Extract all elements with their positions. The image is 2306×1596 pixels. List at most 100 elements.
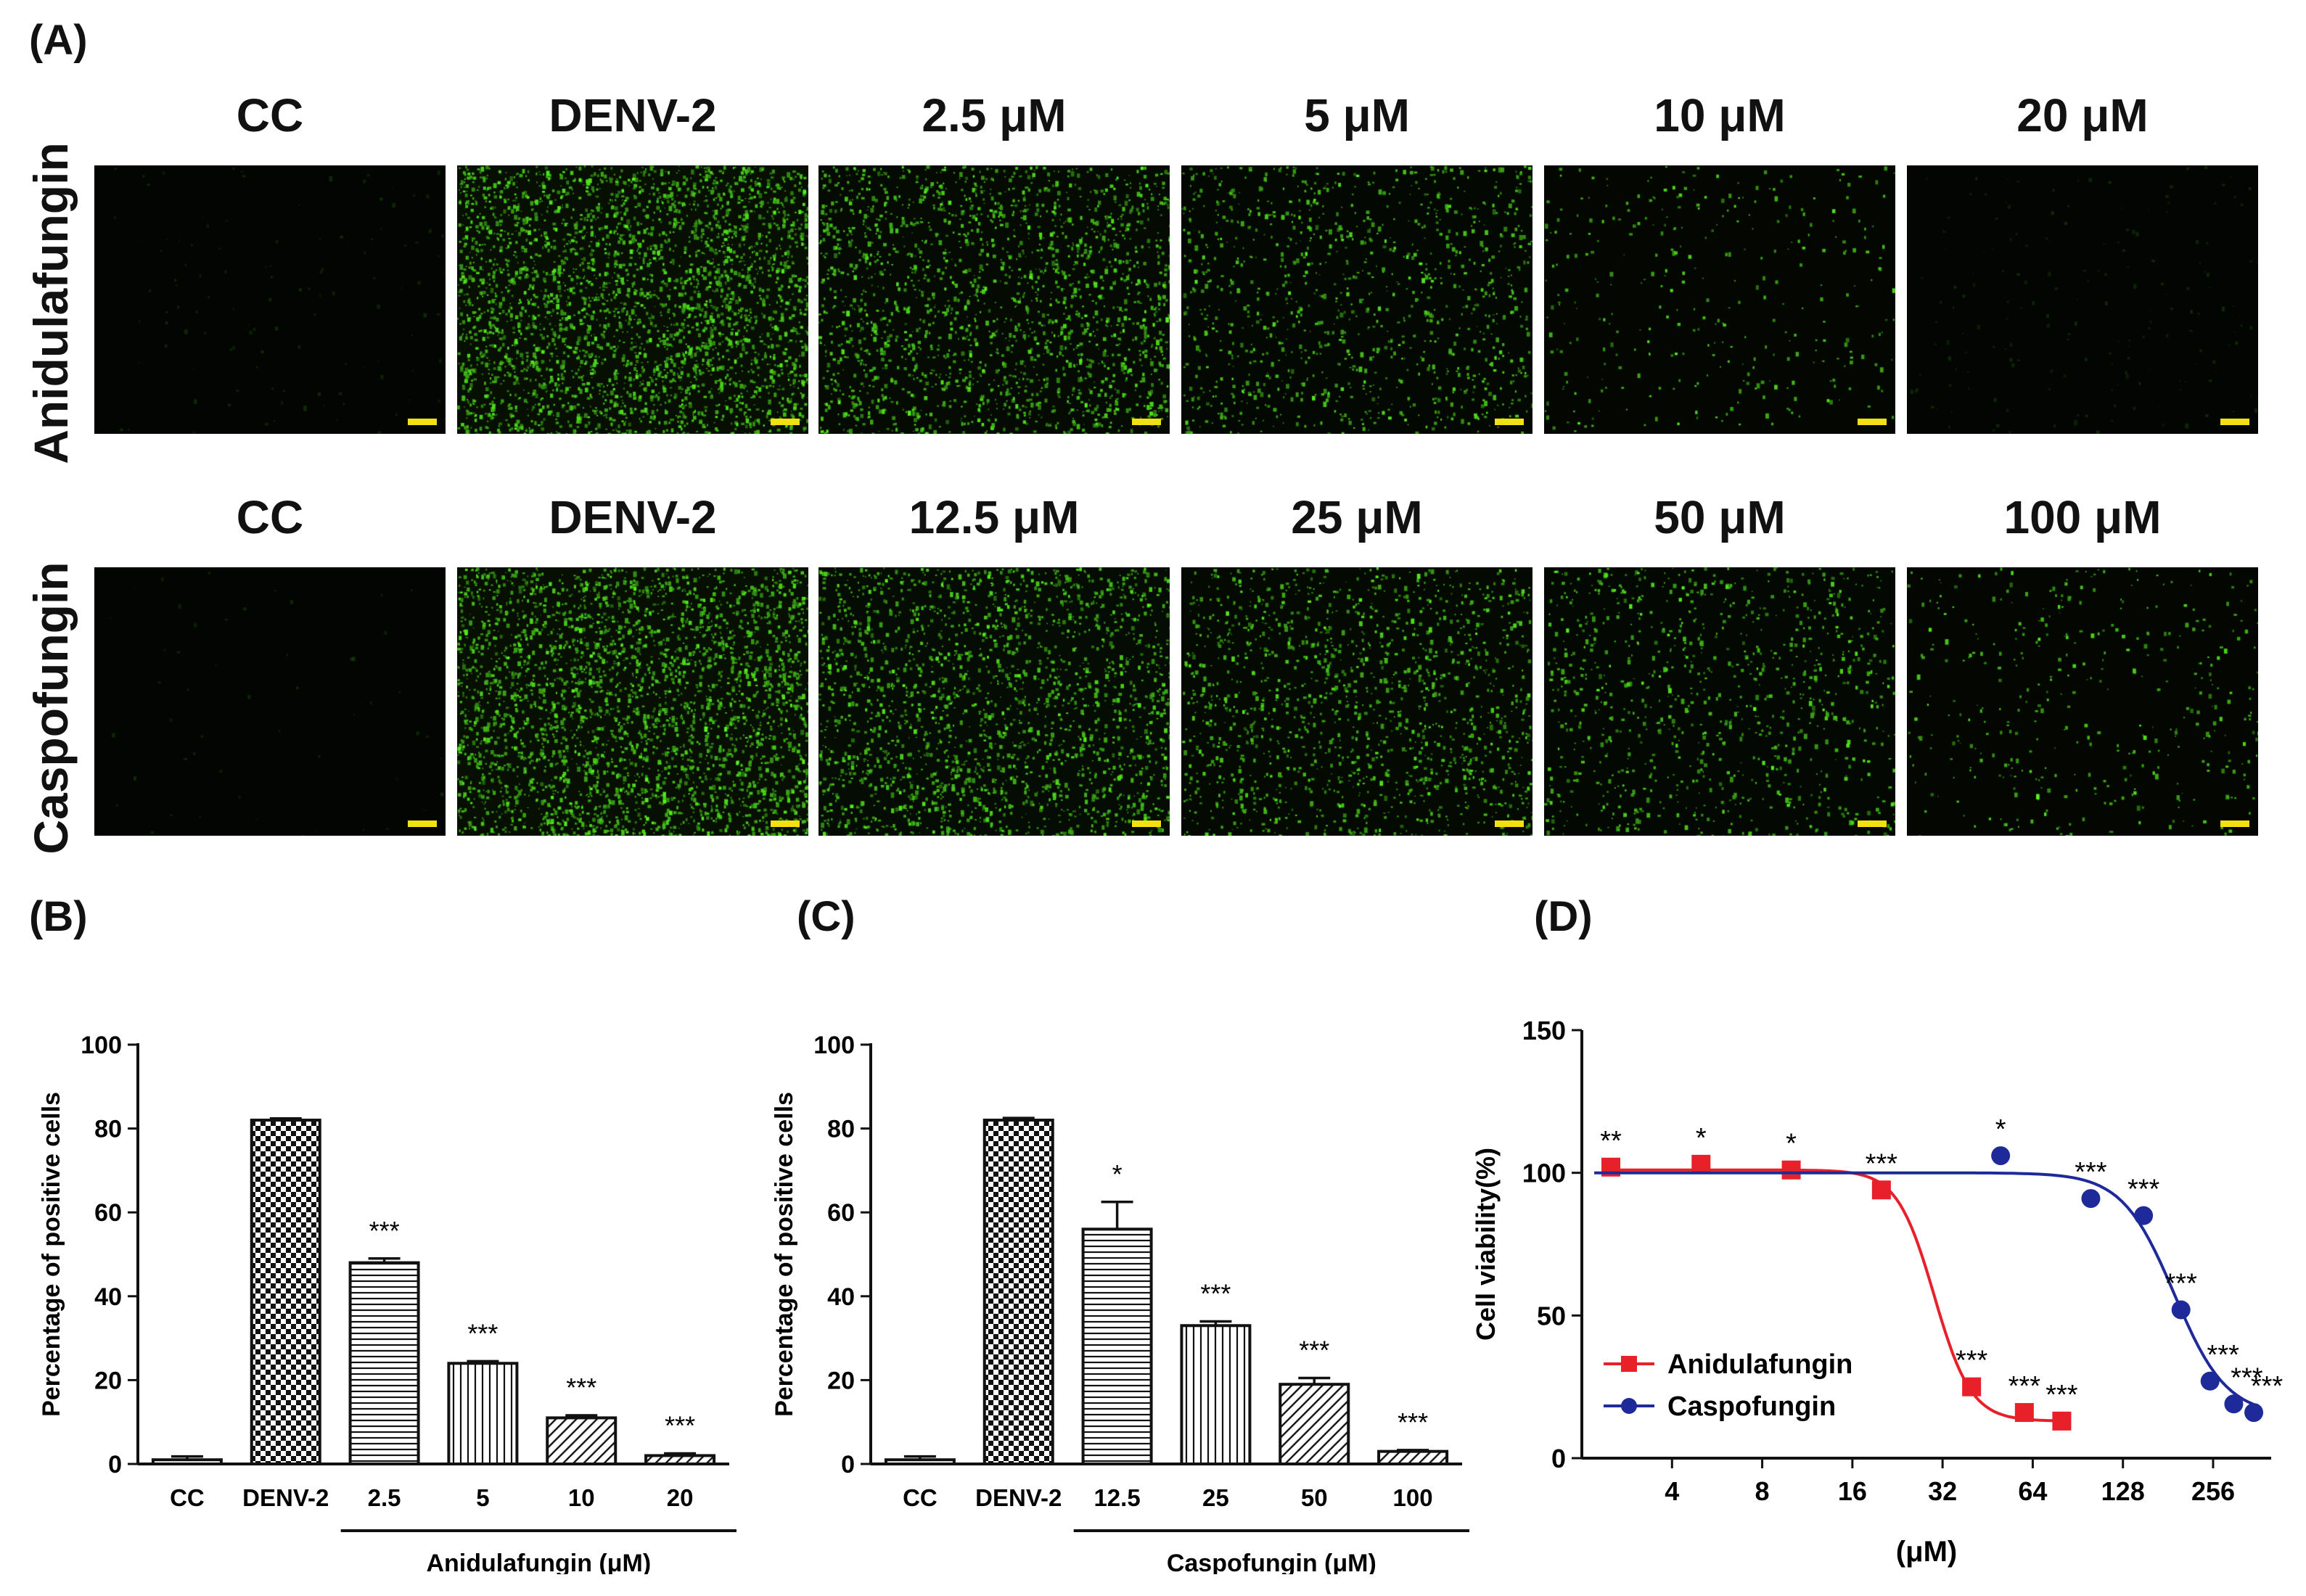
fluorescence-image xyxy=(1907,165,2258,434)
column-label: 10 μM xyxy=(1544,89,1895,142)
significance-label: *** xyxy=(665,1411,695,1441)
significance-label: *** xyxy=(1956,1346,1988,1376)
y-tick-label: 150 xyxy=(1522,1016,1566,1045)
column-label-unit: μM xyxy=(999,491,1080,543)
x-tick-label: 256 xyxy=(2191,1476,2235,1506)
data-point xyxy=(1781,1160,1801,1180)
group-label: Caspofungin (μM) xyxy=(1167,1550,1376,1574)
significance-label: *** xyxy=(2046,1380,2078,1410)
group-label: Anidulafungin (μM) xyxy=(426,1550,651,1574)
y-tick-label: 40 xyxy=(94,1283,122,1311)
column-label: DENV-2 xyxy=(457,490,808,544)
fluorescence-image xyxy=(94,567,446,836)
y-tick-label: 60 xyxy=(94,1199,122,1227)
x-tick-label: 12.5 xyxy=(1093,1484,1140,1511)
fluorescence-canvas xyxy=(457,567,808,836)
x-tick-label: 32 xyxy=(1928,1476,1957,1506)
scale-bar xyxy=(771,419,800,425)
data-point xyxy=(2081,1189,2101,1209)
column-label: CC xyxy=(94,490,446,544)
significance-label: *** xyxy=(2207,1340,2240,1370)
x-tick-label: 8 xyxy=(1755,1476,1770,1506)
legend-label: Caspofungin xyxy=(1667,1391,1836,1422)
fluorescence-image xyxy=(457,567,808,836)
fluorescence-image xyxy=(1181,567,1532,836)
significance-label: *** xyxy=(369,1216,400,1246)
column-label-text: CC xyxy=(236,89,304,141)
bar xyxy=(982,1119,1054,1465)
fluorescence-canvas xyxy=(457,165,808,434)
significance-label: *** xyxy=(2251,1371,2284,1402)
data-point xyxy=(2224,1394,2244,1414)
scale-bar xyxy=(1858,419,1887,425)
x-tick-label: 16 xyxy=(1838,1476,1867,1506)
x-tick-label: 100 xyxy=(1393,1484,1433,1511)
scale-bar xyxy=(2220,419,2249,425)
panel-label-c: (C) xyxy=(797,893,855,940)
significance-label: *** xyxy=(566,1373,596,1402)
x-tick-label: 25 xyxy=(1202,1484,1229,1511)
bar-chart-anidulafungin: 0 20 40 60 80 100 Percentage of positive cells… xyxy=(38,1032,736,1574)
significance-label: * xyxy=(1786,1129,1797,1159)
data-point xyxy=(2014,1403,2034,1423)
viability-line-chart: 0 50 100 150 4 8 16 32 64 128 256 Cell viability(%)… xyxy=(1471,1016,2284,1568)
column-label-text: 5 xyxy=(1304,89,1330,141)
data-point xyxy=(1871,1180,1891,1200)
y-tick-label: 100 xyxy=(81,1032,122,1059)
fit-curve xyxy=(1594,1171,2254,1406)
fluorescence-canvas xyxy=(1544,165,1895,434)
bar xyxy=(1180,1324,1252,1466)
y-axis-label: Percentage of positive cells xyxy=(38,1092,65,1417)
bar xyxy=(1279,1383,1350,1465)
fluorescence-canvas xyxy=(1181,165,1532,434)
column-label: CC xyxy=(94,89,446,142)
scale-bar xyxy=(1495,419,1524,425)
x-tick-label: 128 xyxy=(2101,1476,2145,1506)
column-label-unit: μM xyxy=(1705,89,1786,141)
significance-label: *** xyxy=(467,1318,498,1348)
column-label: 5 μM xyxy=(1181,89,1532,142)
significance-label: *** xyxy=(2075,1157,2107,1188)
scale-bar xyxy=(1132,820,1161,827)
x-tick-label: 5 xyxy=(476,1484,489,1511)
x-tick-label: 50 xyxy=(1301,1484,1328,1511)
column-label-text: 10 xyxy=(1654,89,1706,141)
fluorescence-canvas xyxy=(94,567,446,836)
fluorescence-canvas xyxy=(818,165,1170,434)
bar xyxy=(250,1119,321,1465)
data-point xyxy=(2171,1300,2191,1320)
fluorescence-image xyxy=(94,165,446,434)
column-label-text: 100 xyxy=(2003,491,2082,543)
column-label: 12.5 μM xyxy=(818,490,1170,544)
column-label-unit: μM xyxy=(986,89,1067,141)
data-point xyxy=(1962,1377,1982,1396)
y-tick-label: 0 xyxy=(1551,1444,1566,1473)
x-tick-label: 2.5 xyxy=(368,1484,401,1511)
fluorescence-image xyxy=(457,165,808,434)
significance-label: *** xyxy=(2008,1371,2041,1402)
y-axis-label: Cell viability(%) xyxy=(1471,1148,1501,1341)
y-tick-label: 100 xyxy=(1522,1159,1566,1188)
y-tick-label: 50 xyxy=(1537,1301,1566,1330)
y-tick-label: 60 xyxy=(827,1199,855,1227)
panel-label-a: (A) xyxy=(29,17,88,64)
scale-bar xyxy=(408,820,437,827)
column-label-text: DENV-2 xyxy=(549,89,717,141)
significance-label: ** xyxy=(1600,1126,1622,1156)
column-label: 20 μM xyxy=(1907,89,2258,142)
x-tick-label: DENV-2 xyxy=(975,1484,1062,1511)
column-label-text: 2.5 xyxy=(922,89,987,141)
fluorescence-canvas xyxy=(1907,165,2258,434)
significance-label: * xyxy=(1995,1114,2006,1145)
fluorescence-image xyxy=(1907,567,2258,836)
column-label-text: 50 xyxy=(1654,491,1706,543)
fit-curve xyxy=(1611,1168,2062,1423)
column-label-unit: μM xyxy=(2068,89,2149,141)
x-tick-label: 4 xyxy=(1665,1476,1679,1506)
x-tick-label: 64 xyxy=(2018,1476,2047,1506)
column-label-text: CC xyxy=(236,491,304,543)
column-label: 25 μM xyxy=(1181,490,1532,544)
y-tick-label: 20 xyxy=(827,1367,855,1394)
column-label: 100 μM xyxy=(1907,490,2258,544)
y-tick-label: 80 xyxy=(94,1116,122,1143)
